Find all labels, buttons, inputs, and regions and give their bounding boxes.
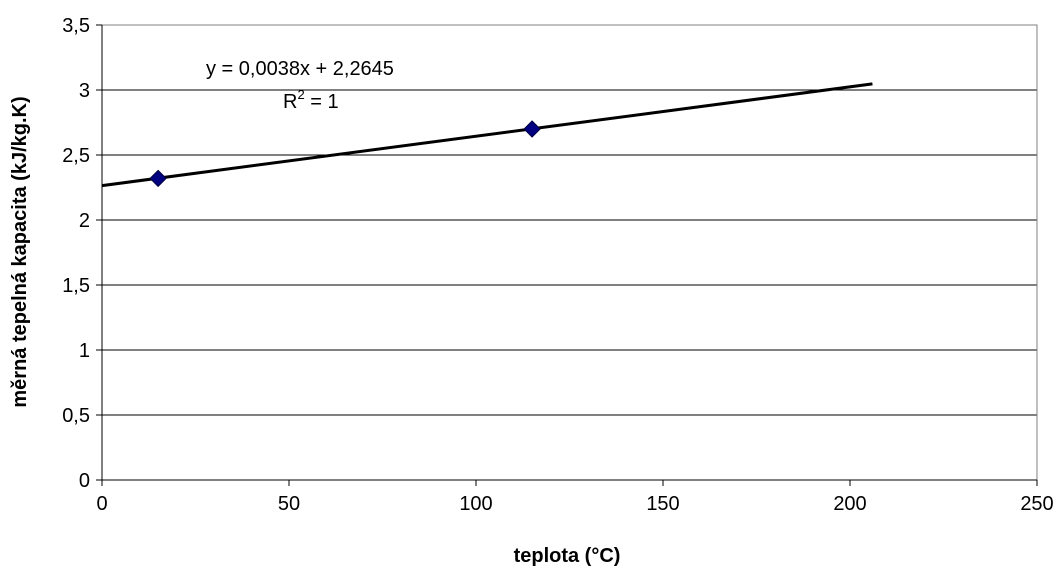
y-axis-title: měrná tepelná kapacita (kJ/kg.K) (9, 96, 31, 407)
y-tick-label: 2,5 (62, 145, 90, 167)
x-tick-label: 150 (646, 493, 679, 515)
y-tick-label: 1,5 (62, 275, 90, 297)
x-axis-title: teplota (°C) (514, 545, 621, 567)
trendline-layer (101, 82, 873, 188)
y-tick-label: 0 (79, 470, 90, 492)
x-tick-label: 50 (278, 493, 300, 515)
x-tick-label: 0 (96, 493, 107, 515)
y-tick-label: 0,5 (62, 405, 90, 427)
plot-area (101, 24, 1038, 481)
y-tick-label: 2 (79, 210, 90, 232)
x-tick-label: 200 (833, 493, 866, 515)
x-tick-label: 250 (1020, 493, 1053, 515)
y-tick-label: 1 (79, 340, 90, 362)
r2-prefix: R (283, 91, 297, 113)
y-tick-label: 3,5 (62, 15, 90, 37)
axis-layer: 0 0,5 1 1,5 2 2,5 3 3,5 0 50 100 150 200 250 (62, 15, 1054, 515)
series-layer (149, 120, 541, 188)
r2-suffix: = 1 (305, 91, 339, 113)
data-point (149, 169, 167, 188)
trendline (101, 82, 873, 188)
trendline-equation: y = 0,0038x + 2,2645 (206, 58, 394, 80)
y-tick-label: 3 (79, 80, 90, 102)
data-point (523, 120, 541, 138)
trendline-r-squared: R2 = 1 (283, 87, 339, 113)
x-tick-label: 100 (459, 493, 492, 515)
r2-exponent: 2 (297, 87, 304, 102)
grid-layer (102, 24, 1037, 416)
